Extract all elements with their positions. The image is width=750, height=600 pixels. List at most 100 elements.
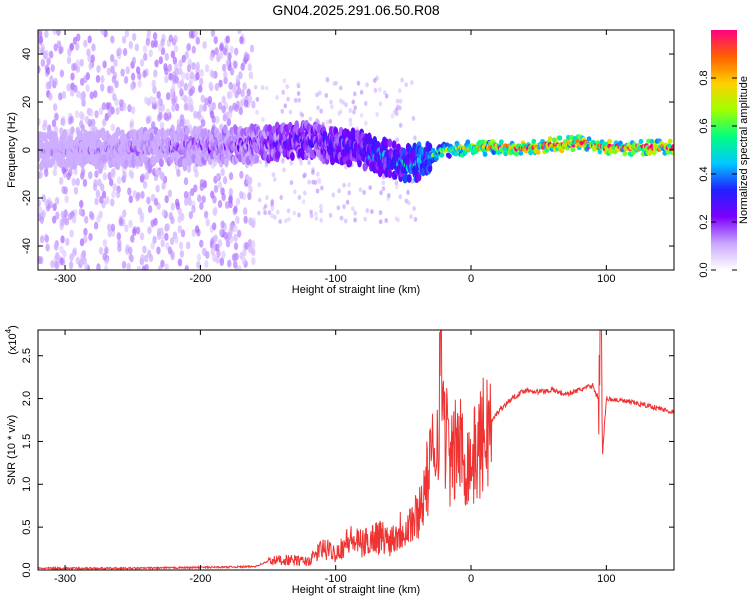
noise-cell [146, 196, 151, 205]
noise-cell [228, 90, 233, 99]
noise-cell [219, 43, 224, 52]
noise-cell [398, 98, 403, 104]
noise-cell [134, 43, 140, 52]
noise-cell [257, 210, 261, 216]
noise-cell [409, 214, 413, 220]
noise-cell [344, 164, 348, 170]
noise-cell [343, 218, 348, 224]
noise-cell [59, 257, 64, 266]
noise-cell [38, 171, 41, 180]
spectral-cell [586, 136, 592, 142]
noise-cell [153, 69, 158, 78]
noise-cell [95, 74, 101, 83]
noise-cell [71, 248, 77, 257]
colorbar-tick-label: 0.4 [698, 166, 710, 181]
noise-cell [227, 231, 232, 240]
noise-cell [116, 232, 122, 241]
noise-cell [238, 107, 243, 116]
noise-cell [56, 30, 61, 36]
snr-x-ticks: -300 -200 -100 0 100 [54, 330, 616, 585]
noise-cell [337, 188, 341, 194]
noise-cell [45, 243, 50, 252]
x-tick-label: -100 [325, 573, 347, 585]
noise-cell [233, 224, 238, 233]
noise-cell [227, 52, 232, 61]
noise-cell [173, 34, 178, 43]
noise-cell [222, 176, 228, 185]
noise-cell [169, 87, 175, 96]
noise-cell [73, 186, 79, 195]
noise-cell [65, 237, 70, 246]
noise-cell [223, 231, 228, 240]
noise-cell [101, 190, 107, 199]
spectral-cell [638, 138, 644, 145]
noise-cell [83, 227, 88, 236]
noise-cell [232, 260, 238, 269]
noise-cell [172, 74, 177, 83]
noise-cell [353, 217, 357, 223]
noise-cell [270, 202, 274, 208]
spectral-cell [453, 151, 459, 157]
noise-cell [238, 71, 243, 80]
noise-cell [81, 98, 86, 107]
noise-cell [218, 51, 224, 60]
noise-cell [231, 85, 237, 94]
noise-cell [44, 30, 49, 39]
noise-cell [152, 235, 157, 244]
noise-cell [107, 109, 112, 118]
noise-cell [66, 172, 71, 181]
noise-cell [124, 30, 130, 38]
noise-cell [215, 115, 220, 124]
noise-cell [189, 71, 195, 80]
noise-cell [213, 184, 219, 193]
noise-cell [129, 82, 135, 91]
noise-cell [187, 197, 192, 206]
spectral-cell [557, 135, 563, 141]
y-tick-label: 40 [21, 48, 33, 60]
noise-cell [209, 53, 214, 62]
spectral-cell [427, 163, 433, 173]
noise-cell [221, 95, 226, 104]
noise-cell [167, 189, 173, 198]
noise-cell [293, 189, 297, 195]
noise-cell [83, 235, 88, 244]
y-tick-label: 0.5 [21, 519, 33, 534]
noise-cell [213, 234, 218, 243]
noise-cell [69, 229, 74, 238]
noise-cell [317, 177, 321, 183]
noise-cell [319, 208, 323, 214]
noise-cell [384, 93, 389, 99]
noise-cell [66, 56, 72, 65]
noise-cell [179, 249, 185, 258]
spectral-cell [354, 129, 360, 139]
noise-cell [315, 92, 319, 98]
spectral-cell [90, 130, 96, 140]
noise-cell [195, 72, 200, 81]
spectral-cell [202, 128, 208, 138]
noise-cell [79, 77, 85, 86]
noise-cell [179, 119, 185, 128]
noise-cell [289, 160, 294, 166]
y-tick-label: 2.0 [21, 391, 33, 406]
colorbar-tick-label: 0.2 [698, 214, 710, 229]
snr-y-label: SNR (10 * v/v) [6, 415, 18, 485]
noise-cell [140, 173, 146, 182]
noise-cell [76, 90, 81, 99]
noise-cell [278, 218, 282, 224]
x-tick-label: 0 [468, 273, 474, 285]
spectral-cell [391, 140, 397, 150]
noise-cell [287, 216, 291, 222]
noise-cell [406, 189, 410, 195]
noise-cell [183, 198, 189, 207]
noise-cell [81, 92, 86, 101]
noise-cell [54, 261, 59, 270]
noise-cell [147, 205, 153, 214]
noise-cell [258, 159, 263, 165]
noise-cell [59, 218, 64, 227]
snr-plot-area [38, 330, 674, 570]
spectral-cell [115, 126, 121, 136]
noise-cell [209, 110, 215, 119]
noise-cell [263, 210, 267, 216]
noise-cell [59, 245, 64, 254]
noise-cell [351, 99, 356, 105]
